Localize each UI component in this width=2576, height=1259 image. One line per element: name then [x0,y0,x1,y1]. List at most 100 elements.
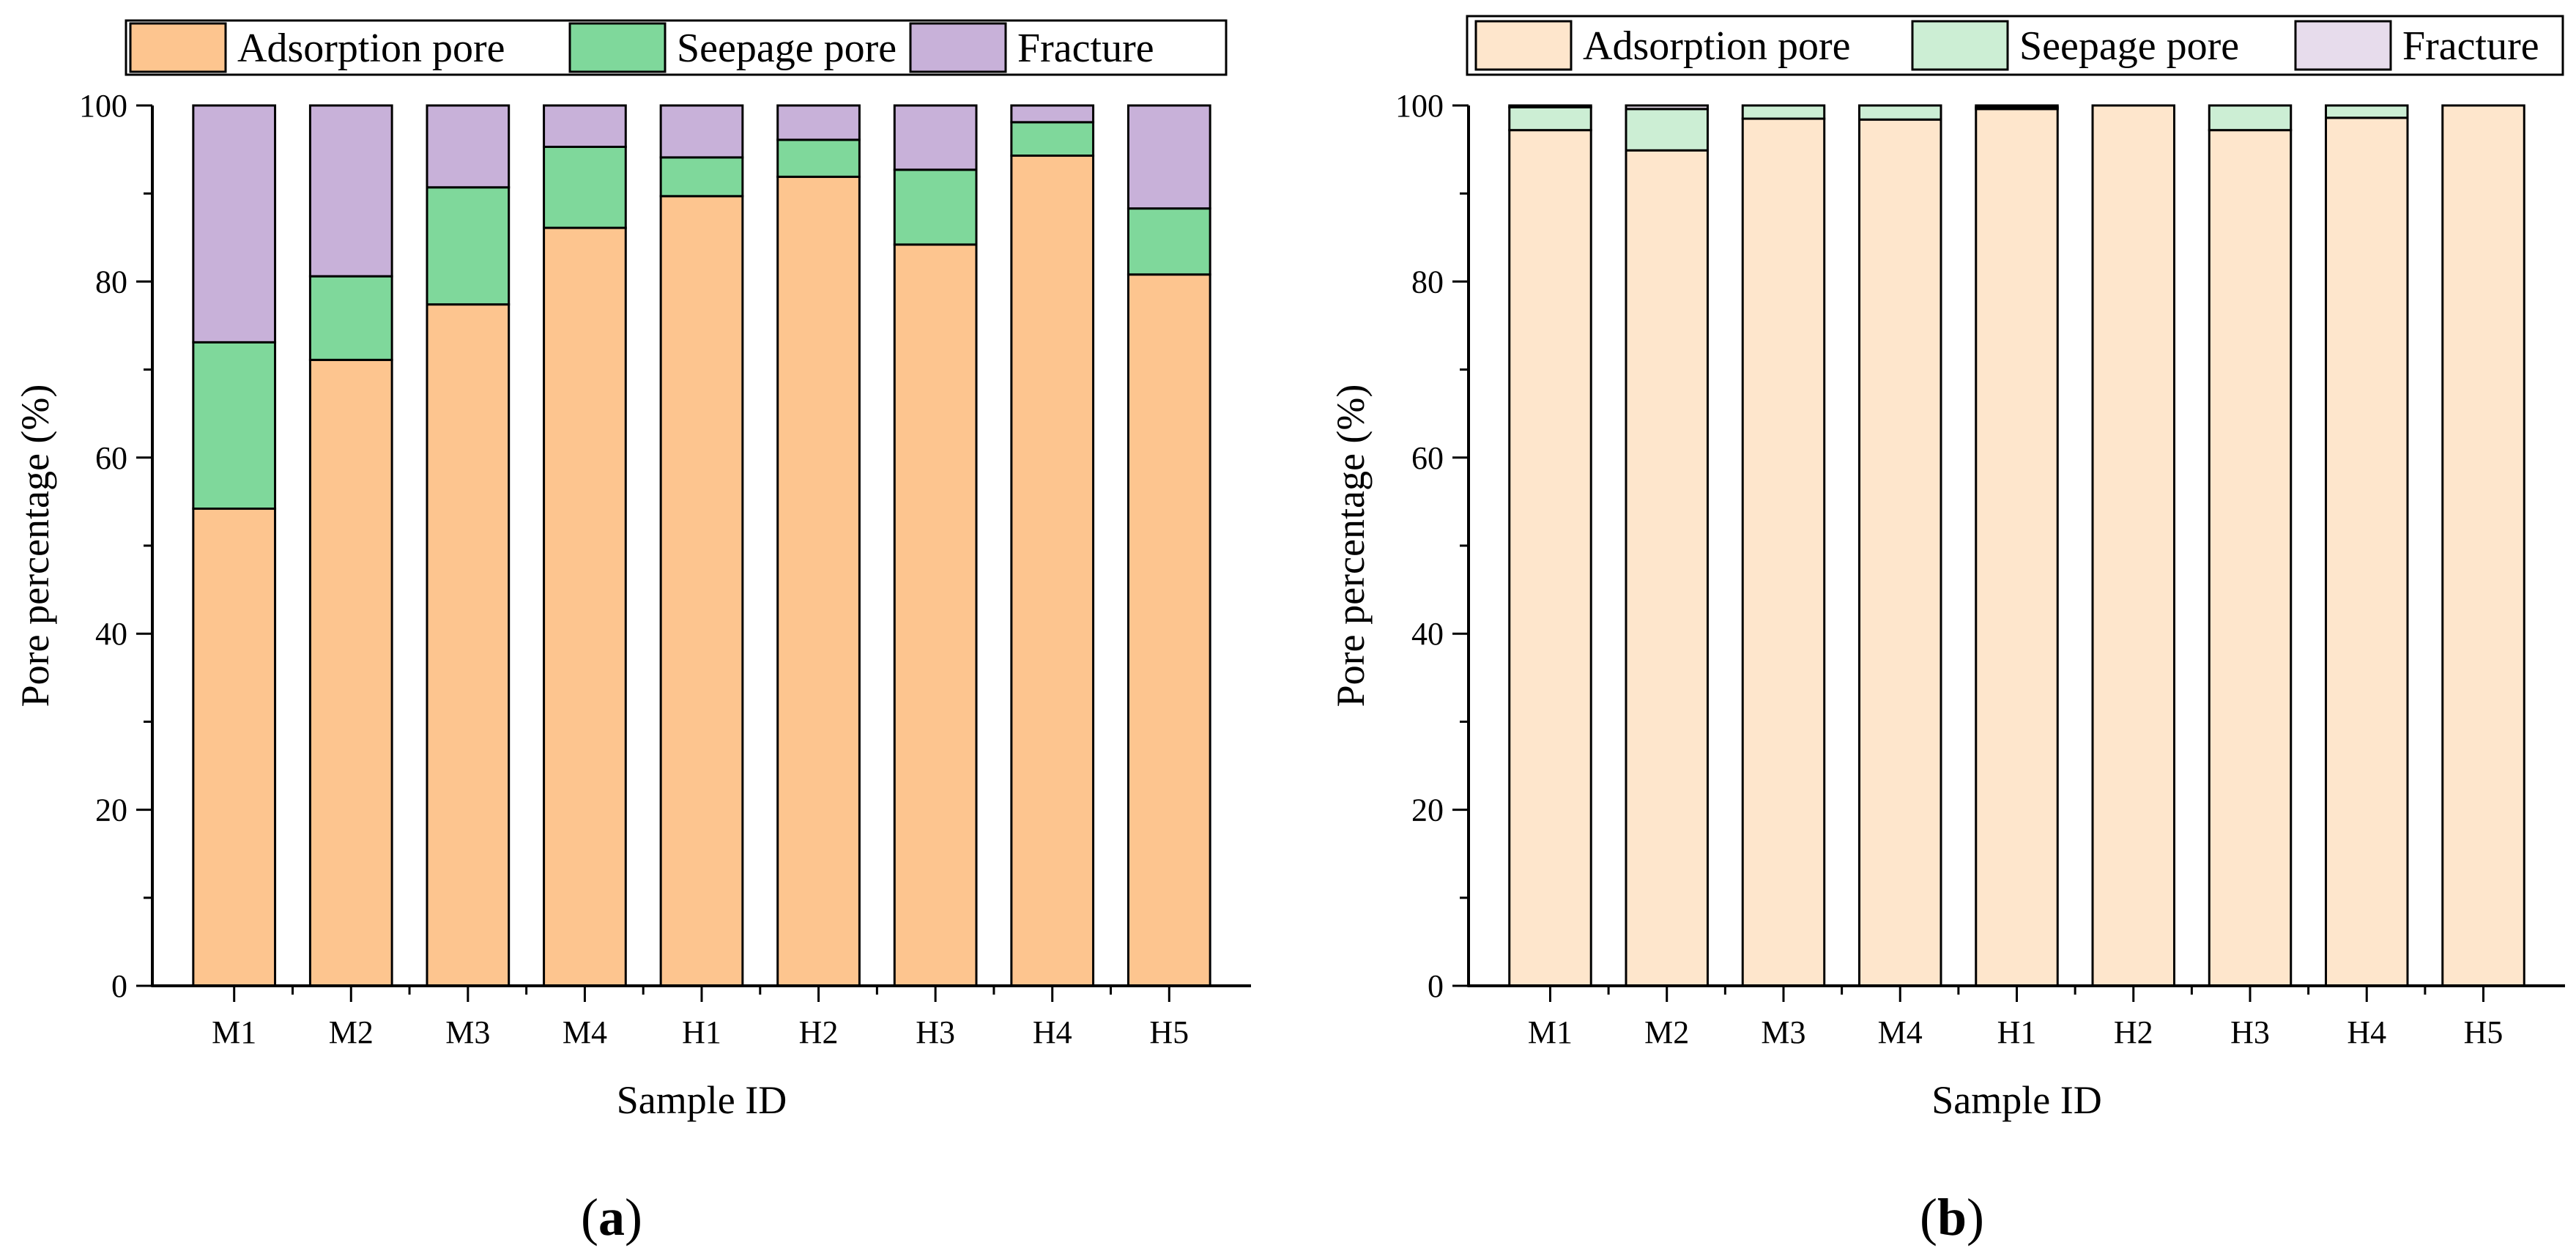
bar-fracture-M1 [192,104,277,343]
x-tick-label: M4 [1878,1014,1923,1050]
x-tick-label: H1 [1997,1014,2037,1050]
y-axis-label: Pore percentage (%) [1329,385,1373,708]
x-tick-label: H4 [2347,1014,2386,1050]
bar-seepage-H2 [776,138,861,178]
bar-fracture-H4 [1010,104,1095,124]
bar-adsorption-H1 [1975,108,2059,987]
bar-adsorption-M1 [1508,129,1592,987]
x-tick-label: H1 [682,1014,721,1050]
bar-group-H2 [2091,104,2175,987]
legend-swatch-fracture [2294,20,2392,71]
bar-seepage-H1 [659,156,744,198]
y-tick-label: 80 [95,264,127,300]
bar-fracture-H2 [776,104,861,141]
panel-label: (b) [1920,1188,1984,1247]
legend-label-seepage: Seepage pore [2019,23,2239,69]
bar-group-M3 [426,104,511,987]
bar-seepage-H3 [893,168,978,246]
bar-fracture-M2 [1625,104,1709,111]
x-tick-label: M1 [212,1014,256,1050]
bar-group-H5 [1126,104,1211,987]
bar-adsorption-H2 [2091,104,2175,987]
bar-group-H2 [776,104,861,987]
x-tick-label: H2 [799,1014,839,1050]
y-tick-label: 0 [1428,968,1444,1004]
y-tick-label: 40 [95,616,127,652]
x-tick-label: M3 [1761,1014,1805,1050]
bar-seepage-M4 [543,145,627,229]
x-tick-label: M2 [1644,1014,1689,1050]
bar-group-H3 [893,104,978,987]
y-tick-label: 20 [95,792,127,828]
bar-adsorption-H5 [1126,273,1211,987]
bar-seepage-H4 [1010,121,1095,157]
bar-group-H4 [1010,104,1095,987]
bar-adsorption-M3 [426,303,511,987]
bar-adsorption-M3 [1741,117,1826,987]
bar-fracture-M3 [426,104,511,189]
legend-label-fracture: Fracture [2402,23,2539,69]
bar-fracture-M2 [308,104,393,278]
bar-seepage-M2 [1625,108,1709,152]
legend-box [125,19,1228,76]
bar-adsorption-M2 [308,358,393,987]
x-tick-label: H3 [916,1014,955,1050]
x-tick-label: M1 [1528,1014,1573,1050]
bar-fracture-H5 [1126,104,1211,210]
x-tick-label: H4 [1033,1014,1072,1050]
bar-group-M4 [1858,104,1942,987]
bar-seepage-H5 [1126,207,1211,276]
legend-swatch-seepage [568,22,667,73]
bar-group-M1 [192,104,277,987]
bar-adsorption-H1 [659,195,744,987]
x-tick-label: M4 [563,1014,607,1050]
bar-fracture-H1 [659,104,744,159]
y-tick-label: 0 [111,968,127,1004]
legend-label-seepage: Seepage pore [677,26,897,71]
bar-adsorption-M1 [192,508,277,987]
y-tick-label: 20 [1411,792,1444,828]
bar-fracture-H3 [893,104,978,171]
y-tick-label: 40 [1411,616,1444,652]
bar-adsorption-H2 [776,175,861,987]
bar-seepage-M2 [308,275,393,361]
bar-seepage-M3 [426,186,511,306]
x-tick-label: H2 [2114,1014,2153,1050]
y-tick-label: 60 [95,440,127,476]
legend-label-adsorption: Adsorption pore [237,26,505,71]
bar-group-H1 [659,104,744,987]
bar-adsorption-H4 [2325,116,2409,987]
bar-fracture-M1 [1508,104,1592,108]
bar-adsorption-H3 [2208,129,2293,987]
chart-a: 0 20 40 60 80 100 M1 M2 M3 M4 H1 H2 H3 H4 H5 Sample ID P… [13,19,1251,1247]
y-axis-label: Pore percentage (%) [13,385,57,708]
bar-group-M3 [1741,104,1826,987]
legend: Adsorption pore Seepage pore Fracture [125,19,1228,76]
bar-seepage-M1 [192,341,277,510]
bar-adsorption-M2 [1625,149,1709,987]
legend-label-fracture: Fracture [1017,26,1154,71]
x-tick-label: M2 [329,1014,374,1050]
bar-group-H4 [2325,104,2409,987]
bar-adsorption-H3 [893,243,978,987]
panel-label: (a) [581,1188,642,1247]
y-tick-label: 100 [79,88,127,124]
legend-label-adsorption: Adsorption pore [1583,23,1851,69]
bar-group-M1 [1508,104,1592,987]
bar-adsorption-H4 [1010,155,1095,987]
bar-group-M2 [308,104,393,987]
chart-b: 0 20 40 60 80 100 M1 M2 M3 M4 H1 H2 H3 H4 H5 Sample ID P… [1329,15,2565,1247]
y-tick-label: 100 [1395,88,1444,124]
x-axis-label: Sample ID [1931,1078,2101,1122]
bar-group-H3 [2208,104,2293,987]
bar-adsorption-M4 [543,226,627,987]
bar-seepage-M4 [1858,104,1942,121]
x-tick-label: H5 [1149,1014,1189,1050]
legend: Adsorption pore Seepage pore Fracture [1466,15,2564,76]
bar-group-H1 [1975,104,2059,987]
bar-seepage-H3 [2208,104,2293,132]
x-axis-label: Sample ID [617,1078,787,1122]
legend-swatch-seepage [1911,20,2009,71]
bar-seepage-M1 [1508,105,1592,132]
bar-seepage-H4 [2325,104,2409,119]
